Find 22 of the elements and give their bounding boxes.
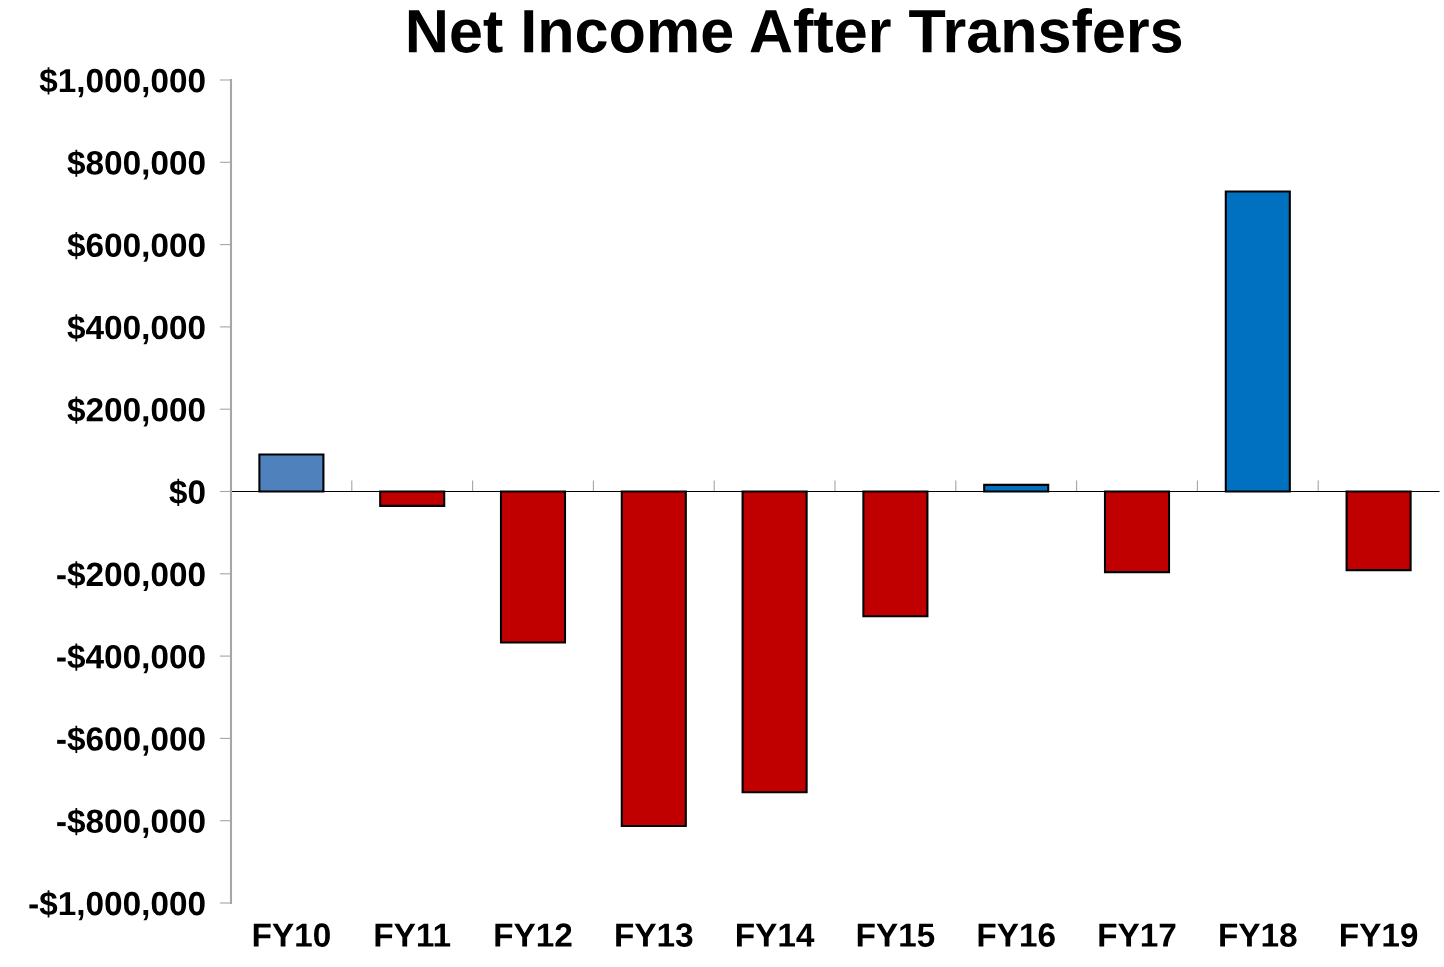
x-tick-label: FY17	[1099, 923, 1176, 947]
y-tick-label: $400,000	[67, 314, 205, 345]
y-tick-label: $600,000	[67, 231, 205, 262]
y-tick-label: -$200,000	[57, 561, 205, 592]
x-tick-label: FY12	[495, 923, 572, 947]
x-tick-label: FY11	[375, 923, 451, 947]
y-tick-label: -$600,000	[57, 725, 205, 756]
x-tick-label: FY16	[978, 923, 1055, 947]
x-tick-label: FY13	[616, 923, 693, 947]
y-tick-label: -$400,000	[57, 643, 205, 674]
x-tick-label: FY10	[253, 923, 330, 947]
chart-title: Net Income After Transfers	[408, 8, 1182, 53]
y-tick-label: $1,000,000	[39, 67, 205, 98]
y-tick-label: -$800,000	[57, 808, 205, 838]
y-tick-label: -$1,000,000	[29, 890, 205, 921]
y-tick-label: $800,000	[67, 149, 205, 180]
x-tick-label: FY19	[1341, 923, 1418, 947]
y-tick-label: $200,000	[67, 396, 205, 427]
x-tick-label: FY14	[737, 923, 815, 947]
x-tick-label: FY18	[1220, 923, 1297, 947]
y-tick-label: $0	[169, 478, 205, 507]
x-tick-label: FY15	[857, 923, 935, 947]
